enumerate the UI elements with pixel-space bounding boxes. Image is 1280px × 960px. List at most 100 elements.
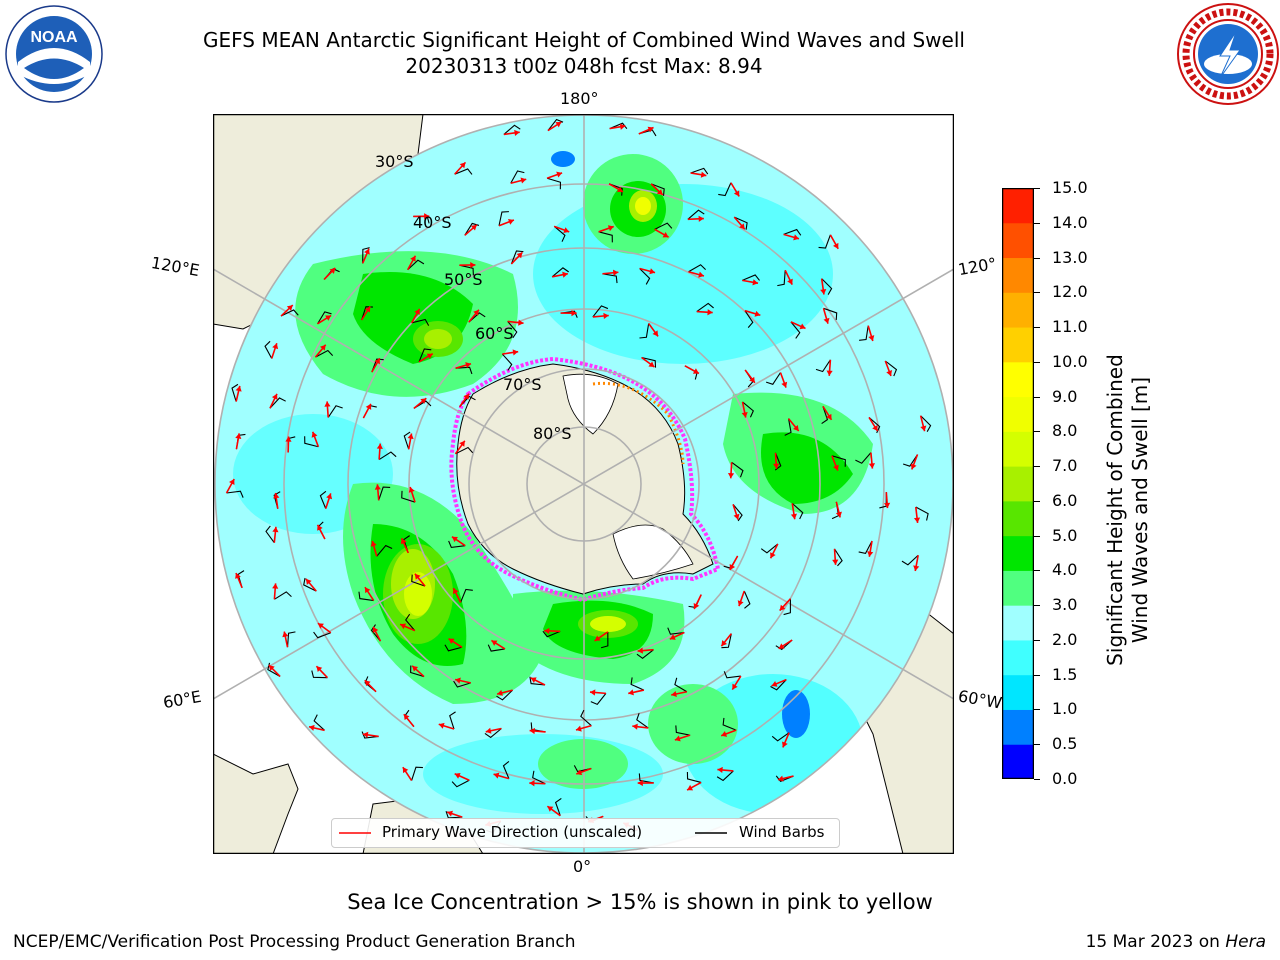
wave-arrow-head	[273, 492, 280, 499]
wind-barb	[286, 631, 296, 648]
wind-barb	[592, 305, 609, 318]
colorbar-label-line2: Wind Waves and Swell [m]	[1128, 376, 1152, 644]
colorbar-tick-label: 15.0	[1052, 178, 1088, 197]
wave-arrow-head	[833, 464, 839, 471]
wind-barb	[590, 693, 607, 706]
wave-arrow-head	[329, 267, 336, 274]
colorbar-tick-mark	[1034, 292, 1040, 294]
wind-barb	[675, 725, 691, 736]
wind-barb	[609, 122, 628, 130]
wave-arrow-head	[556, 171, 563, 178]
wave-arrow-head	[727, 472, 735, 479]
wave-arrow-head	[326, 493, 333, 500]
wind-barb	[460, 588, 473, 603]
wave-arrow-head	[884, 502, 891, 509]
render-host: Hera	[1225, 932, 1266, 952]
wave-arrow-head	[374, 358, 380, 365]
wave-arrow-head	[305, 578, 312, 585]
wind-barb	[503, 124, 521, 135]
wind-barb	[638, 773, 654, 784]
lon-label-120w: 120°	[956, 253, 998, 280]
wave-arrow-head	[508, 218, 514, 225]
wave-arrow-head	[362, 731, 369, 738]
wind-barb	[834, 548, 843, 567]
wind-barb	[783, 228, 802, 236]
wind-barb	[280, 309, 299, 317]
wind-barb	[920, 415, 932, 432]
wind-barb	[313, 631, 332, 639]
wind-barb	[734, 216, 748, 230]
colorbar	[1002, 188, 1034, 779]
colorbar-segment	[1002, 709, 1034, 745]
wind-barb	[304, 436, 319, 448]
wave-arrow-head	[547, 806, 554, 812]
wind-barb	[598, 231, 613, 243]
wave-arrow-head	[562, 271, 568, 278]
wind-barb	[418, 348, 432, 363]
wave-arrow-head	[403, 714, 410, 721]
wind-barb	[636, 713, 649, 729]
wave-arrow-head	[771, 680, 778, 687]
ice-shelf-ross	[562, 373, 619, 435]
wave-arrow-head	[739, 223, 745, 230]
wave-arrow-head	[317, 524, 323, 531]
colorbar-tick-mark	[1034, 744, 1040, 746]
wave-arrow-head	[674, 735, 681, 742]
wind-barb	[721, 633, 732, 649]
colorbar-tick-mark	[1034, 396, 1040, 398]
wind-barb	[915, 506, 929, 521]
wave-arrow-head	[268, 665, 275, 671]
lat-label-50s: 50°S	[444, 270, 483, 289]
colorbar-segment	[1002, 361, 1034, 398]
wind-barb	[731, 461, 744, 478]
colorbar-tick-label: 8.0	[1052, 421, 1078, 441]
wind-barb	[455, 366, 473, 375]
wave-arrow-head	[717, 766, 723, 774]
wave-arrow-head	[868, 463, 876, 469]
lon-label-0: 0°	[573, 857, 592, 876]
wind-barb	[858, 540, 873, 555]
wind-barb	[303, 577, 317, 592]
wave-arrow-head	[594, 635, 601, 641]
colorbar-tick-label: 11.0	[1052, 317, 1088, 337]
wave-arrow-head	[779, 604, 786, 611]
colorbar-tick-mark	[1034, 779, 1040, 780]
wave-arrow-head	[733, 190, 740, 197]
wind-barb	[765, 372, 781, 385]
wave-arrow-head	[518, 319, 524, 326]
colorbar-tick-label: 1.0	[1052, 699, 1078, 719]
wave-arrow-head	[637, 647, 644, 654]
lon-label-60e: 60°E	[161, 686, 203, 713]
wind-barb	[902, 454, 918, 467]
lon-label-180: 180°	[560, 89, 599, 108]
map-legend: Primary Wave Direction (unscaled) Wind B…	[331, 818, 840, 848]
wave-arrow-head	[470, 261, 476, 269]
wind-barb	[784, 418, 792, 436]
wave-arrow-head	[514, 129, 520, 136]
colorbar-tick-mark	[1034, 431, 1040, 433]
wind-barb	[551, 267, 569, 278]
wind-barb	[410, 665, 425, 678]
wave-arrow-head	[790, 513, 797, 520]
colorbar-tick-mark	[1034, 500, 1040, 502]
colorbar-tick-label: 6.0	[1052, 490, 1078, 510]
colorbar-tick-label: 0.5	[1052, 734, 1078, 754]
wave-arrow-head	[420, 398, 427, 404]
wave-arrow-head	[576, 769, 583, 776]
wave-arrow-head	[799, 323, 806, 330]
colorbar-segment	[1002, 466, 1034, 502]
colorbar-tick-label: 5.0	[1052, 525, 1078, 545]
colorbar-tick-label: 0.0	[1052, 769, 1078, 788]
wave-arrow-head	[424, 213, 430, 220]
wave-arrow-head	[793, 234, 799, 241]
wind-barb	[411, 574, 426, 587]
wave-arrow-head	[529, 727, 536, 735]
colorbar-tick-label: 10.0	[1052, 351, 1088, 371]
colorbar-tick-label: 9.0	[1052, 386, 1078, 406]
wave-arrow-head	[778, 643, 785, 649]
wave-arrow-head	[793, 425, 799, 431]
wind-barb	[546, 177, 562, 190]
wind-barb	[818, 234, 831, 249]
wind-barb	[315, 349, 334, 358]
wave-arrow-head	[512, 349, 519, 356]
